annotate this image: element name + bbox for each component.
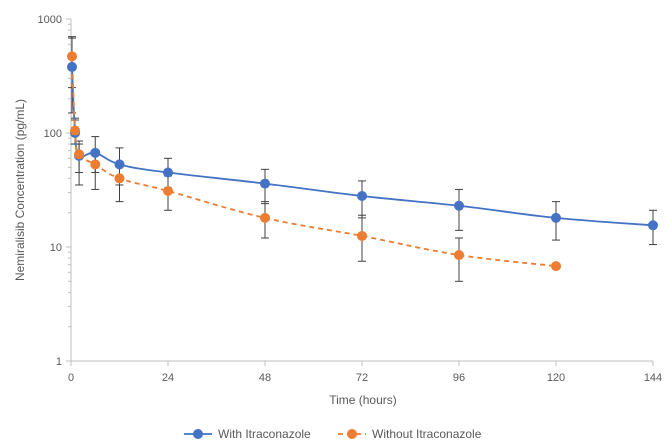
y-tick-label: 1 [56,356,62,368]
without-itraconazole-point [163,185,173,196]
without-itraconazole-point [357,230,367,241]
y-axis-title: Nemiralisib Concentration (pg/mL) [13,99,27,281]
x-tick-label: 0 [68,372,74,384]
without-itraconazole-legend-label: Without Itraconazole [372,427,482,441]
legend: With Itraconazole Without Itraconazole [184,427,482,441]
without-itraconazole-point [260,212,270,223]
without-itraconazole-point [70,125,81,136]
with-itraconazole-point [67,61,78,72]
without-itraconazole-point [551,261,561,272]
without-itraconazole-line [71,56,557,267]
x-axis-title: Time (hours) [329,393,397,407]
y-tick-label: 10 [50,242,62,254]
with-itraconazole-line [71,66,654,227]
without-itraconazole-point [454,250,464,261]
error-bars [68,36,657,282]
without-itraconazole-legend-marker [347,429,357,439]
with-itraconazole-point [260,178,270,189]
with-itraconazole-point [454,200,464,211]
x-tick-label: 144 [644,372,662,384]
without-itraconazole-point [114,173,125,184]
with-itraconazole-point [357,191,367,202]
x-tick-label: 48 [259,372,271,384]
x-tick-label: 24 [162,372,174,384]
with-itraconazole-point [648,220,658,231]
without-itraconazole-point [67,51,78,62]
without-itraconazole-point [90,159,101,170]
with-itraconazole-legend-label: With Itraconazole [218,427,311,441]
x-tick-label: 120 [547,372,565,384]
tick-labels: 1 10 100 1000 0 24 48 72 96 120 144 [38,14,663,384]
y-tick-label: 100 [44,128,62,140]
without-itraconazole-point [74,149,85,160]
x-tick-label: 96 [453,372,465,384]
with-itraconazole-point [90,147,101,158]
with-itraconazole-legend-marker [193,429,203,439]
with-itraconazole-point [163,167,173,178]
y-tick-label: 1000 [38,14,62,26]
x-tick-label: 72 [356,372,368,384]
with-itraconazole-point [551,212,561,223]
axes [66,18,654,366]
data-points [67,51,658,272]
with-itraconazole-point [114,159,125,170]
